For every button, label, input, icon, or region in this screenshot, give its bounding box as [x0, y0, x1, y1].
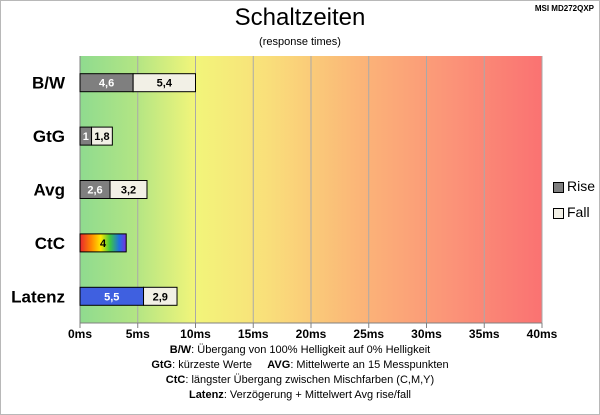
monitor-model: MSI MD272QXP [534, 4, 594, 13]
footer-line-ctc: CtC: längster Übergang zwischen Mischfar… [165, 374, 435, 386]
y-tick-label-bw: B/W [32, 74, 66, 93]
x-tick-label-15: 15ms [238, 327, 269, 341]
y-tick-label-avg: Avg [34, 181, 66, 200]
bar-bw-fall [132, 73, 197, 93]
bar-label-latenz-main: 5,5 [104, 291, 119, 303]
bar-latenz-fall [143, 286, 178, 306]
legend-swatch-fall [553, 208, 564, 219]
x-tick-label-0: 0ms [68, 327, 92, 341]
legend-label-rise: Rise [567, 178, 596, 194]
legend-swatch-rise [553, 182, 564, 193]
bar-label-gtg-rise: 1 [83, 131, 89, 143]
bar-label-bw-rise: 4,6 [99, 78, 114, 90]
x-tick-label-5: 5ms [126, 327, 150, 341]
y-tick-label-latenz: Latenz [11, 287, 65, 306]
footer-line-bw: B/W: Übergang von 100% Helligkeit auf 0%… [169, 344, 431, 356]
x-tick-label-40: 40ms [527, 327, 558, 341]
bar-ctc-main [79, 233, 127, 253]
x-tick-label-20: 20ms [296, 327, 327, 341]
x-tick-label-35: 35ms [469, 327, 500, 341]
footer-line-latenz: Latenz: Verzögerung + Mittelwert Avg ris… [188, 389, 412, 401]
chart-title: Schaltzeiten [234, 4, 366, 31]
bar-label-gtg-fall: 1,8 [94, 131, 109, 143]
bar-label-avg-rise: 2,6 [87, 185, 102, 197]
y-tick-label-gtg: GtG [33, 127, 65, 146]
bar-label-avg-fall: 3,2 [121, 185, 136, 197]
bar-label-ctc-main: 4 [100, 238, 107, 250]
bar-label-latenz-fall: 2,9 [153, 291, 168, 303]
legend-label-fall: Fall [567, 204, 590, 220]
bar-label-bw-fall: 5,4 [157, 78, 173, 90]
y-tick-label-ctc: CtC [35, 234, 65, 253]
chart-subtitle: (response times) [259, 36, 341, 48]
x-tick-label-10: 10ms [180, 327, 211, 341]
x-tick-label-30: 30ms [411, 327, 442, 341]
bar-gtg-fall [91, 126, 113, 146]
bar-avg-fall [109, 180, 148, 199]
footer-line-gtg-avg: GtG: kürzeste Werte AVG: Mittelwerte an … [151, 359, 449, 371]
x-tick-label-25: 25ms [353, 327, 384, 341]
